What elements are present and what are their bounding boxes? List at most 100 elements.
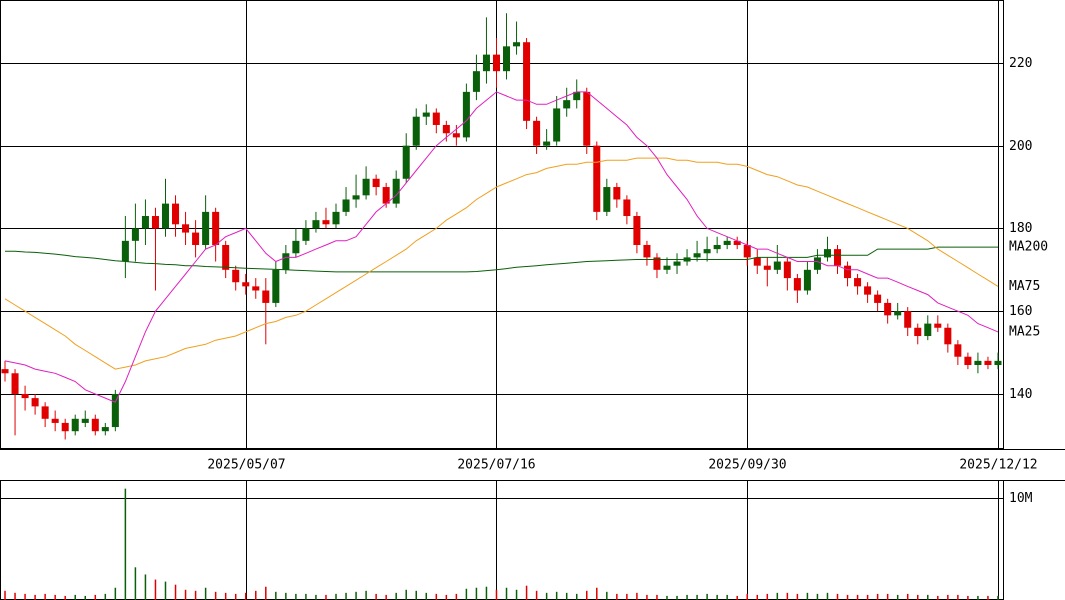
candle-body <box>492 54 500 72</box>
candle-body <box>202 211 210 245</box>
candle-body <box>783 261 791 279</box>
volume-bar <box>957 594 959 600</box>
candle-body <box>894 311 902 316</box>
candle-body <box>482 54 490 72</box>
volume-bar <box>204 587 207 600</box>
volume-bar <box>906 593 909 600</box>
candle-body <box>412 116 420 146</box>
candle-body <box>844 265 852 279</box>
volume-bar <box>796 593 799 600</box>
candle-body <box>81 418 89 423</box>
candle-body <box>172 203 180 225</box>
candle-body <box>753 257 761 266</box>
candle-body <box>603 187 611 212</box>
volume-bar <box>987 595 989 600</box>
volume-bar <box>465 588 468 600</box>
x-tick-label: 2025/12/12 <box>959 458 1037 473</box>
volume-bar <box>415 590 417 600</box>
candle-body <box>994 360 1002 365</box>
volume-bar <box>916 594 919 600</box>
candle-body <box>693 253 701 258</box>
candle-body <box>272 269 280 303</box>
candle-body <box>31 398 39 407</box>
candle-body <box>924 323 932 337</box>
volume-bar <box>84 595 87 600</box>
volume-bar <box>365 590 367 600</box>
volume-bar <box>425 592 428 600</box>
volume-bar <box>275 591 277 600</box>
candle-body <box>553 108 561 142</box>
volume-bar <box>866 594 869 600</box>
volume-bar <box>686 594 688 600</box>
candle-body <box>703 249 711 254</box>
volume-bar <box>616 593 618 600</box>
volume-bar <box>836 593 839 600</box>
candle-body <box>131 228 139 241</box>
volume-bar <box>706 593 708 600</box>
candle-body <box>332 211 340 225</box>
volume-bar <box>305 593 307 600</box>
volume-bar <box>54 594 56 600</box>
volume-bar <box>224 592 227 600</box>
volume-bar <box>24 593 26 600</box>
volume-bar <box>846 594 849 600</box>
volume-bar <box>64 595 66 600</box>
candle-body <box>1 369 9 374</box>
volume-bar <box>325 594 327 600</box>
volume-bar <box>345 592 347 600</box>
volume-bar <box>445 594 448 600</box>
x-tick-label: 2025/09/30 <box>708 458 786 473</box>
volume-bar <box>265 586 267 600</box>
price-panel <box>0 0 1004 449</box>
candle-body <box>362 178 370 196</box>
volume-bar <box>967 595 969 600</box>
candle-body <box>41 406 49 419</box>
candle-body <box>733 240 741 245</box>
volume-bar <box>746 593 748 600</box>
volume-bar <box>485 586 488 600</box>
volume-bar <box>505 587 508 600</box>
candle-body <box>282 253 290 270</box>
candle-body <box>713 244 721 250</box>
volume-bar <box>997 595 999 600</box>
candle-body <box>262 290 270 303</box>
candle-body <box>452 133 460 138</box>
candle-body <box>874 294 882 303</box>
volume-bar <box>776 592 779 600</box>
candle-body <box>593 145 601 212</box>
candle-body <box>793 278 801 291</box>
volume-bar <box>285 592 287 600</box>
volume-bar <box>766 593 769 600</box>
candle-body <box>934 323 942 328</box>
candle-body <box>543 141 551 146</box>
candle-body <box>372 178 380 188</box>
candle-body <box>382 187 390 204</box>
volume-bar <box>786 592 789 600</box>
volume-bar <box>94 594 97 600</box>
volume-bar <box>636 592 638 600</box>
candle-body <box>643 244 651 258</box>
candle-body <box>312 220 320 229</box>
candle-body <box>653 257 661 270</box>
volume-bar <box>74 594 76 600</box>
volume-bar <box>806 592 809 600</box>
candle-body <box>232 269 240 283</box>
volume-bar <box>244 592 247 600</box>
candle-body <box>813 257 821 270</box>
candle-body <box>633 216 641 245</box>
candle-body <box>61 422 69 432</box>
candle-body <box>151 216 159 229</box>
candle-body <box>462 91 470 138</box>
volume-bar <box>435 593 438 600</box>
candle-body <box>292 240 300 254</box>
candle-body <box>111 393 119 428</box>
candle-body <box>513 42 521 47</box>
candle-body <box>51 418 59 423</box>
volume-bar <box>174 584 177 600</box>
volume-bar <box>716 594 718 600</box>
volume-bar <box>144 574 147 600</box>
volume-bar <box>134 567 137 600</box>
volume-bar <box>726 594 728 600</box>
candle-body <box>974 360 982 365</box>
candle-body <box>342 199 350 212</box>
